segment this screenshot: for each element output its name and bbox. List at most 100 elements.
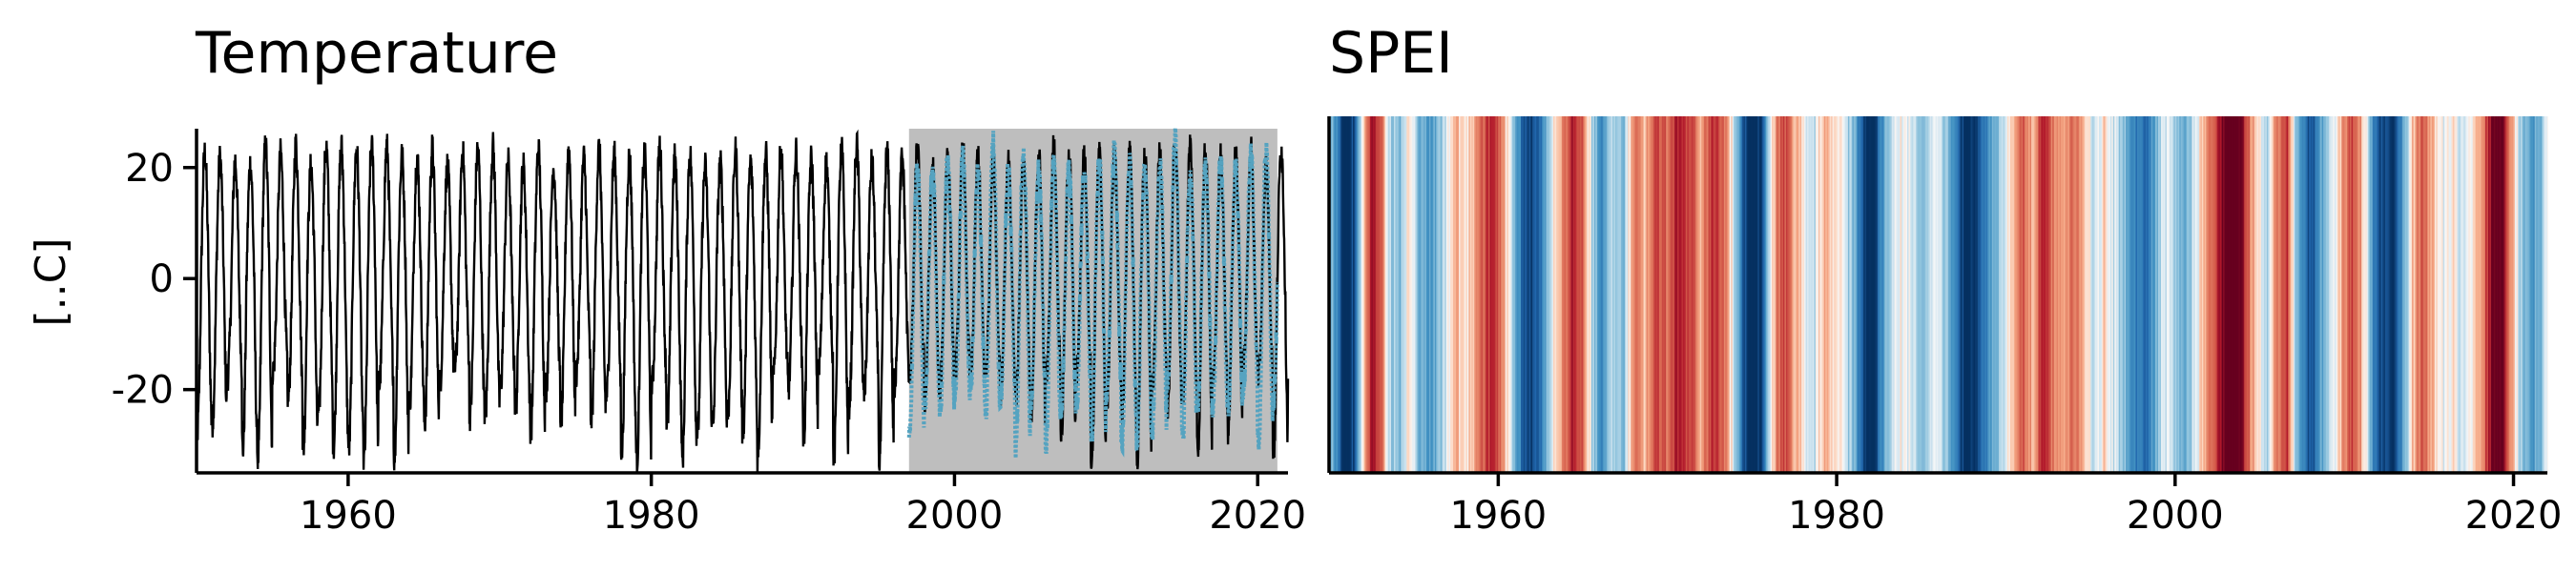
spei-stripe <box>2266 116 2269 473</box>
spei-stripe <box>1563 116 1566 473</box>
spei-stripe <box>1617 116 1621 473</box>
spei-stripe <box>1404 116 1407 473</box>
spei-stripe <box>2379 116 2382 473</box>
spei-stripe <box>1478 116 1481 473</box>
spei-stripe <box>1750 116 1753 473</box>
spei-stripe <box>1461 116 1465 473</box>
spei-stripe <box>1604 116 1607 473</box>
spei-stripe <box>1560 116 1563 473</box>
spei-stripe <box>1428 116 1432 473</box>
spei-stripe <box>1666 116 1669 473</box>
spei-stripe <box>1406 116 1409 473</box>
spei-stripe <box>1674 116 1677 473</box>
spei-stripe <box>1911 116 1914 473</box>
spei-stripe <box>1528 116 1531 473</box>
spei-stripe <box>2457 116 2460 473</box>
spei-stripe <box>2123 116 2126 473</box>
spei-stripe <box>2135 116 2138 473</box>
spei-stripe <box>1855 116 1858 473</box>
spei-stripe <box>2230 116 2233 473</box>
spei-stripe <box>2188 116 2191 473</box>
spei-stripe <box>2218 116 2221 473</box>
spei-stripe <box>1669 116 1672 473</box>
spei-stripe <box>1829 116 1832 473</box>
spei-stripe <box>1893 116 1896 473</box>
spei-stripe <box>2527 116 2530 473</box>
spei-stripe <box>2483 116 2486 473</box>
spei-stripe <box>2250 116 2253 473</box>
spei-stripe <box>1634 116 1637 473</box>
spei-stripe <box>2396 116 2399 473</box>
spei-stripe <box>2058 116 2061 473</box>
spei-stripe <box>2309 116 2312 473</box>
spei-stripe <box>1569 116 1572 473</box>
spei-stripe <box>2312 116 2315 473</box>
spei-stripe <box>1359 116 1361 473</box>
spei-stripe <box>1677 116 1680 473</box>
spei-stripe <box>1401 116 1403 473</box>
spei-stripe <box>1988 116 1991 473</box>
spei-stripe <box>1876 116 1879 473</box>
spei-stripe <box>1598 116 1601 473</box>
spei-stripe <box>1540 116 1543 473</box>
spei-stripe <box>1649 116 1652 473</box>
spei-stripe <box>2155 116 2158 473</box>
spei-stripe <box>2385 116 2388 473</box>
spei-stripe <box>1523 116 1527 473</box>
spei-title: SPEI <box>1329 20 1453 87</box>
spei-stripe <box>1427 116 1430 473</box>
spei-stripe <box>1926 116 1929 473</box>
spei-stripe <box>1566 116 1568 473</box>
spei-stripe <box>1553 116 1556 473</box>
spei-stripe <box>2289 116 2292 473</box>
spei-stripe <box>1354 116 1357 473</box>
spei-stripe <box>2050 116 2053 473</box>
spei-stripe <box>1952 116 1955 473</box>
spei-stripe <box>2227 116 2230 473</box>
spei-stripe <box>1923 116 1926 473</box>
spei-stripe <box>1353 116 1356 473</box>
spei-stripe <box>2067 116 2070 473</box>
spei-stripe <box>1592 116 1595 473</box>
spei-stripe <box>1687 116 1690 473</box>
spei-stripe <box>2525 116 2528 473</box>
spei-stripe <box>1499 116 1502 473</box>
spei-stripe <box>1931 116 1934 473</box>
spei-stripe <box>1655 116 1658 473</box>
spei-stripe <box>2251 116 2254 473</box>
spei-stripe <box>1601 116 1604 473</box>
spei-stripe <box>1366 116 1369 473</box>
spei-stripe <box>2545 116 2547 473</box>
spei-stripe <box>2215 116 2218 473</box>
spei-stripe <box>1955 116 1958 473</box>
spei-stripe <box>1897 116 1900 473</box>
spei-stripe <box>1550 116 1553 473</box>
spei-stripe <box>1873 116 1876 473</box>
spei-stripe <box>1557 116 1560 473</box>
spei-stripe <box>2130 116 2134 473</box>
spei-stripe <box>1755 116 1757 473</box>
temperature-title: Temperature <box>195 20 558 87</box>
spei-stripe <box>1410 116 1413 473</box>
spei-stripe <box>2062 116 2065 473</box>
spei-stripe <box>2255 116 2258 473</box>
spei-stripe <box>2259 116 2262 473</box>
spei-stripe <box>2399 116 2401 473</box>
spei-stripe <box>2510 116 2513 473</box>
spei-stripe <box>2177 116 2180 473</box>
spei-stripe <box>2150 116 2153 473</box>
spei-stripe <box>1584 116 1587 473</box>
spei-stripe <box>1572 116 1575 473</box>
spei-stripe <box>1396 116 1400 473</box>
spei-stripe <box>1675 116 1678 473</box>
spei-stripe <box>2369 116 2372 473</box>
spei-stripe <box>1506 116 1509 473</box>
spei-stripe <box>1339 116 1341 473</box>
spei-stripe <box>2359 116 2362 473</box>
spei-stripe <box>1867 116 1870 473</box>
spei-stripe <box>1416 116 1419 473</box>
temperature-axes: 1960 1980 2000 2020 -20 0 20 <box>112 129 1306 538</box>
spei-stripe <box>2038 116 2041 473</box>
spei-stripe <box>1419 116 1422 473</box>
spei-stripe <box>2247 116 2250 473</box>
